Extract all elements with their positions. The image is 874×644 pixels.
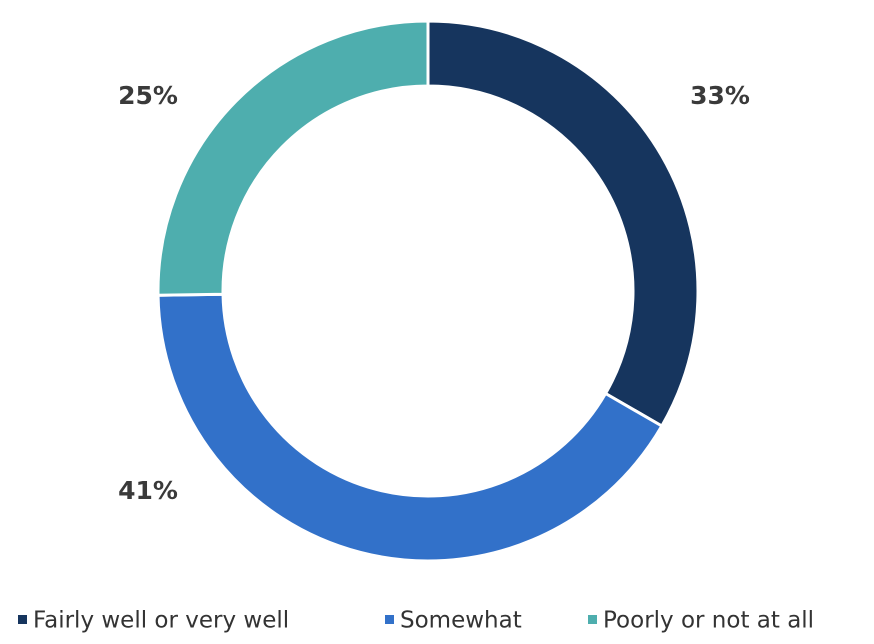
legend-marker xyxy=(385,615,394,624)
legend-label: Somewhat xyxy=(400,608,522,634)
legend-label: Poorly or not at all xyxy=(603,608,814,634)
data-label: 41% xyxy=(118,476,178,505)
legend-marker xyxy=(588,615,597,624)
donut-slice xyxy=(156,292,664,563)
legend-marker xyxy=(18,615,27,624)
donut-slice xyxy=(156,19,430,297)
legend-label: Fairly well or very well xyxy=(33,608,289,634)
data-label: 33% xyxy=(690,81,750,110)
data-label: 25% xyxy=(118,81,178,110)
donut-slice xyxy=(426,19,700,429)
